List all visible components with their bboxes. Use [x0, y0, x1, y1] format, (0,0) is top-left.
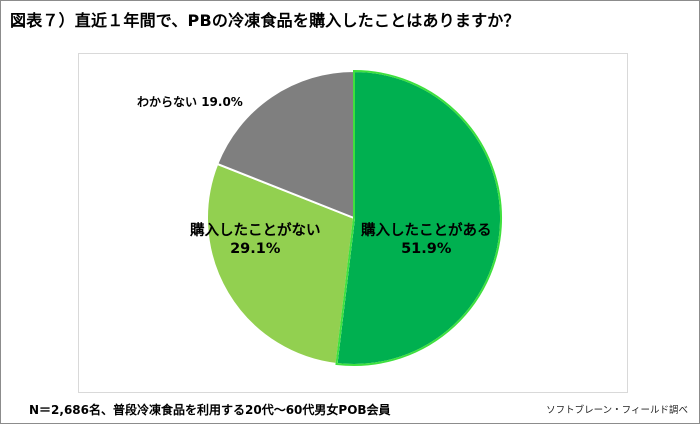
slice-label-not-purchased-value: 29.1%: [230, 241, 281, 258]
slice-label-not-purchased-name: 購入したことがない: [190, 223, 321, 239]
sample-note: N＝2,686名、普段冷凍食品を利用する20代～60代男女POB会員: [29, 403, 391, 417]
pie-slice-unknown: [216, 70, 355, 219]
plot-area: 購入したことがある 51.9% 購入したことがない 29.1% わからない 19…: [78, 53, 628, 393]
slice-label-unknown-name: わからない: [137, 95, 198, 109]
pie-slice-not-purchased: [206, 162, 355, 365]
pie-slice-purchased: [335, 70, 503, 366]
slice-label-purchased-value: 51.9%: [401, 241, 452, 258]
slice-label-not-purchased: 購入したことがない 29.1%: [190, 222, 321, 258]
slice-label-unknown: わからない 19.0%: [137, 95, 243, 110]
pie-chart: [206, 69, 503, 366]
slice-label-purchased-name: 購入したことがある: [361, 223, 492, 239]
slice-label-unknown-value: 19.0%: [201, 95, 243, 109]
slice-label-purchased: 購入したことがある 51.9%: [361, 222, 492, 258]
chart-title: 図表７）直近１年間で、PBの冷凍食品を購入したことはありますか？: [10, 11, 520, 30]
source-credit: ソフトブレーン・フィールド調べ: [546, 405, 688, 416]
pie-slice-purchased-outline: [335, 69, 503, 366]
